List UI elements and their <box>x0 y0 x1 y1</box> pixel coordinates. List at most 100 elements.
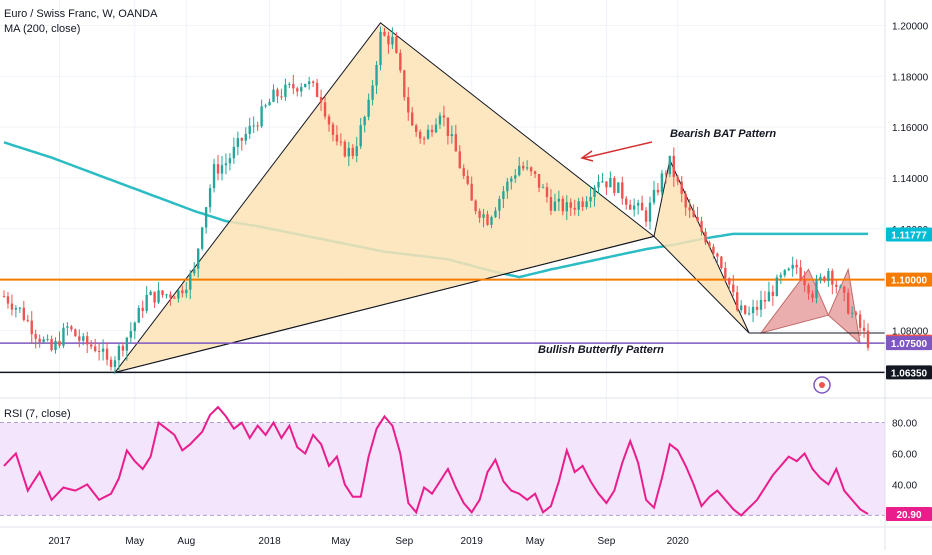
candle-body[interactable] <box>660 173 664 193</box>
candle-body[interactable] <box>181 290 184 294</box>
candle-body[interactable] <box>819 276 822 281</box>
candle-body[interactable] <box>307 81 311 84</box>
candle-body[interactable] <box>573 207 576 210</box>
candle-body[interactable] <box>672 155 675 177</box>
candle-body[interactable] <box>296 88 299 92</box>
candle-body[interactable] <box>454 134 458 152</box>
candle-body[interactable] <box>811 293 814 299</box>
candle-body[interactable] <box>585 201 588 208</box>
candle-body[interactable] <box>208 188 212 208</box>
candle-body[interactable] <box>30 320 33 335</box>
candle-body[interactable] <box>597 181 600 188</box>
candle-body[interactable] <box>66 326 69 328</box>
candle-body[interactable] <box>553 201 557 211</box>
candle-body[interactable] <box>696 217 699 222</box>
candle-body[interactable] <box>537 174 541 188</box>
candle-body[interactable] <box>724 268 727 279</box>
candle-body[interactable] <box>430 129 434 133</box>
candle-body[interactable] <box>799 267 802 280</box>
candle-body[interactable] <box>609 178 612 188</box>
candle-body[interactable] <box>161 290 164 295</box>
candle-body[interactable] <box>38 338 41 343</box>
candle-body[interactable] <box>438 115 442 125</box>
candle-body[interactable] <box>240 138 243 141</box>
candle-body[interactable] <box>141 307 144 311</box>
candle-body[interactable] <box>478 211 481 218</box>
candle-body[interactable] <box>212 164 216 189</box>
candle-body[interactable] <box>850 312 854 314</box>
candle-body[interactable] <box>787 268 790 271</box>
candle-body[interactable] <box>165 294 168 296</box>
candle-body[interactable] <box>664 173 668 175</box>
candle-body[interactable] <box>692 210 695 218</box>
candle-body[interactable] <box>90 344 93 347</box>
candle-body[interactable] <box>395 36 398 53</box>
candle-body[interactable] <box>101 348 105 352</box>
candle-body[interactable] <box>379 31 382 66</box>
candle-body[interactable] <box>367 99 370 117</box>
candle-body[interactable] <box>414 125 418 132</box>
candle-body[interactable] <box>256 125 259 127</box>
candle-body[interactable] <box>617 182 620 193</box>
candle-body[interactable] <box>652 189 656 203</box>
candle-body[interactable] <box>629 204 632 210</box>
candle-body[interactable] <box>121 345 125 351</box>
candle-body[interactable] <box>632 205 636 210</box>
candle-body[interactable] <box>458 151 461 169</box>
candle-body[interactable] <box>743 305 747 314</box>
candle-body[interactable] <box>474 200 477 212</box>
candle-body[interactable] <box>640 202 644 211</box>
candle-body[interactable] <box>311 81 315 83</box>
candle-body[interactable] <box>529 167 533 172</box>
candle-body[interactable] <box>581 201 584 208</box>
candle-body[interactable] <box>728 278 731 285</box>
candle-body[interactable] <box>58 340 61 346</box>
candle-body[interactable] <box>383 31 386 36</box>
candle-body[interactable] <box>407 97 410 113</box>
candle-body[interactable] <box>759 299 763 310</box>
candle-body[interactable] <box>252 125 255 127</box>
candle-body[interactable] <box>323 102 327 117</box>
candle-body[interactable] <box>272 89 275 102</box>
candle-body[interactable] <box>304 83 307 88</box>
candle-body[interactable] <box>105 348 109 360</box>
candle-body[interactable] <box>684 193 687 208</box>
candle-body[interactable] <box>775 277 779 296</box>
candle-body[interactable] <box>280 96 283 98</box>
candle-body[interactable] <box>173 297 176 299</box>
candle-body[interactable] <box>109 359 113 367</box>
candle-body[interactable] <box>739 305 743 311</box>
candle-body[interactable] <box>791 264 794 269</box>
candle-body[interactable] <box>506 181 509 192</box>
candle-body[interactable] <box>331 124 335 135</box>
candle-body[interactable] <box>803 279 806 286</box>
candle-body[interactable] <box>442 115 446 118</box>
candle-body[interactable] <box>700 221 703 232</box>
candle-body[interactable] <box>399 52 402 71</box>
candle-body[interactable] <box>70 326 73 330</box>
candle-body[interactable] <box>216 164 220 174</box>
candle-body[interactable] <box>351 147 354 156</box>
candle-body[interactable] <box>747 313 751 315</box>
candle-body[interactable] <box>839 286 842 288</box>
candle-body[interactable] <box>545 187 549 198</box>
candle-body[interactable] <box>621 182 624 199</box>
candle-body[interactable] <box>363 116 366 126</box>
candle-body[interactable] <box>502 191 505 199</box>
candle-body[interactable] <box>264 105 267 107</box>
candle-body[interactable] <box>411 112 414 126</box>
candle-body[interactable] <box>593 187 596 197</box>
candle-body[interactable] <box>815 280 818 299</box>
candle-body[interactable] <box>232 146 236 159</box>
candle-body[interactable] <box>846 292 850 314</box>
candle-body[interactable] <box>315 82 319 98</box>
candle-body[interactable] <box>866 330 870 348</box>
candle-body[interactable] <box>466 175 469 184</box>
candle-body[interactable] <box>375 65 378 86</box>
candle-body[interactable] <box>434 124 438 133</box>
candle-body[interactable] <box>613 178 616 193</box>
candle-body[interactable] <box>418 131 422 139</box>
candle-body[interactable] <box>335 134 339 142</box>
candle-body[interactable] <box>450 134 454 136</box>
candle-body[interactable] <box>835 284 838 287</box>
